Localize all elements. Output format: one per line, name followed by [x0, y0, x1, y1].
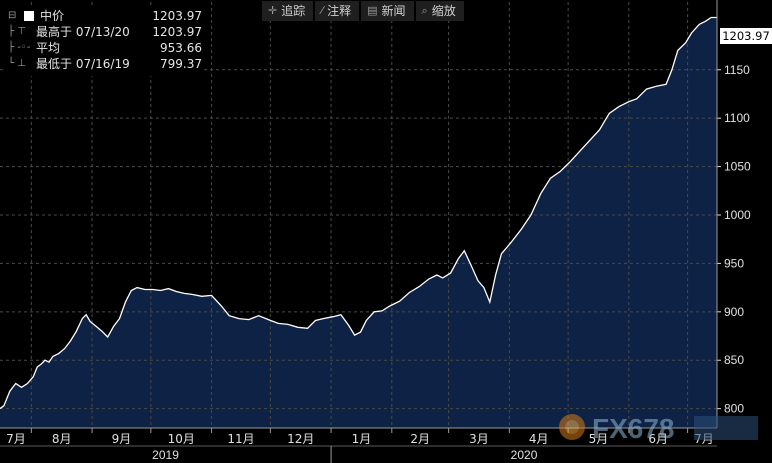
average-marker-icon: ├ -◦- [8, 42, 31, 53]
low-marker-icon: └ ⊥ [8, 58, 26, 69]
x-month-label: 3月 [469, 432, 489, 446]
pencil-icon: ⁄ [321, 4, 324, 17]
legend-high-label: 最高于 07/13/20 [36, 25, 130, 39]
y-tick-label: 1050 [724, 160, 751, 174]
annotate-button[interactable]: ⁄ 注释 [315, 1, 360, 21]
zoom-label: 缩放 [431, 4, 456, 18]
x-month-label: 4月 [529, 432, 549, 446]
legend-series-value: 1203.97 [152, 9, 202, 23]
x-month-label: 11月 [227, 432, 254, 446]
x-month-label: 2月 [410, 432, 430, 446]
y-tick-label: 900 [724, 305, 744, 319]
legend-high-row: ├ ⊤ 最高于 07/13/20 1203.97 [4, 24, 204, 40]
y-tick-label: 950 [724, 256, 744, 270]
x-year-label: 2020 [511, 448, 538, 462]
zoom-button[interactable]: ⌕ 缩放 [415, 1, 464, 21]
x-month-label: 7月 [6, 432, 26, 446]
high-marker-icon: ├ ⊤ [8, 26, 26, 37]
x-month-label: 5月 [589, 432, 609, 446]
news-label: 新闻 [381, 4, 406, 18]
legend-low-label: 最低于 07/16/19 [36, 57, 130, 71]
chart-toolbar: ✛ 追踪 ⁄ 注释 ▤ 新闻 ⌕ 缩放 [262, 1, 464, 21]
news-icon: ▤ [367, 4, 378, 17]
x-month-label: 6月 [648, 432, 668, 446]
collapse-icon[interactable]: ⊟ [8, 10, 17, 21]
legend-low-row: └ ⊥ 最低于 07/16/19 799.37 [4, 56, 204, 72]
x-month-label: 8月 [52, 432, 72, 446]
x-month-label: 1月 [352, 432, 372, 446]
legend-high-value: 1203.97 [152, 25, 202, 39]
last-value-badge: 1203.97 [720, 28, 772, 44]
y-tick-label: 800 [724, 402, 744, 416]
track-button[interactable]: ✛ 追踪 [262, 1, 314, 21]
legend-panel: ⊟ 中价 1203.97 ├ ⊤ 最高于 07/13/20 1203.97 ├ … [4, 8, 204, 76]
legend-low-value: 799.37 [160, 57, 202, 71]
news-button[interactable]: ▤ 新闻 [361, 1, 414, 21]
legend-avg-row: ├ -◦- 平均 953.66 [4, 40, 204, 56]
y-tick-label: 1100 [724, 111, 750, 125]
track-label: 追踪 [281, 4, 306, 18]
y-tick-label: 850 [724, 353, 744, 367]
zoom-icon: ⌕ [421, 4, 428, 17]
x-month-label: 12月 [287, 432, 314, 446]
series-swatch [24, 11, 34, 21]
legend-avg-value: 953.66 [160, 41, 202, 55]
legend-series-name: 中价 [40, 9, 65, 23]
y-tick-label: 1150 [724, 63, 750, 77]
series-area [0, 17, 717, 428]
legend-series-row: ⊟ 中价 1203.97 [4, 8, 204, 24]
x-year-label: 2019 [152, 448, 179, 462]
series-line [0, 16, 717, 410]
legend-avg-label: 平均 [36, 41, 61, 55]
annotate-label: 注释 [327, 4, 352, 18]
x-month-label: 9月 [112, 432, 132, 446]
x-month-label: 7月 [694, 432, 714, 446]
crosshair-icon: ✛ [268, 4, 278, 17]
x-month-label: 10月 [168, 432, 195, 446]
y-tick-label: 1000 [724, 208, 751, 222]
